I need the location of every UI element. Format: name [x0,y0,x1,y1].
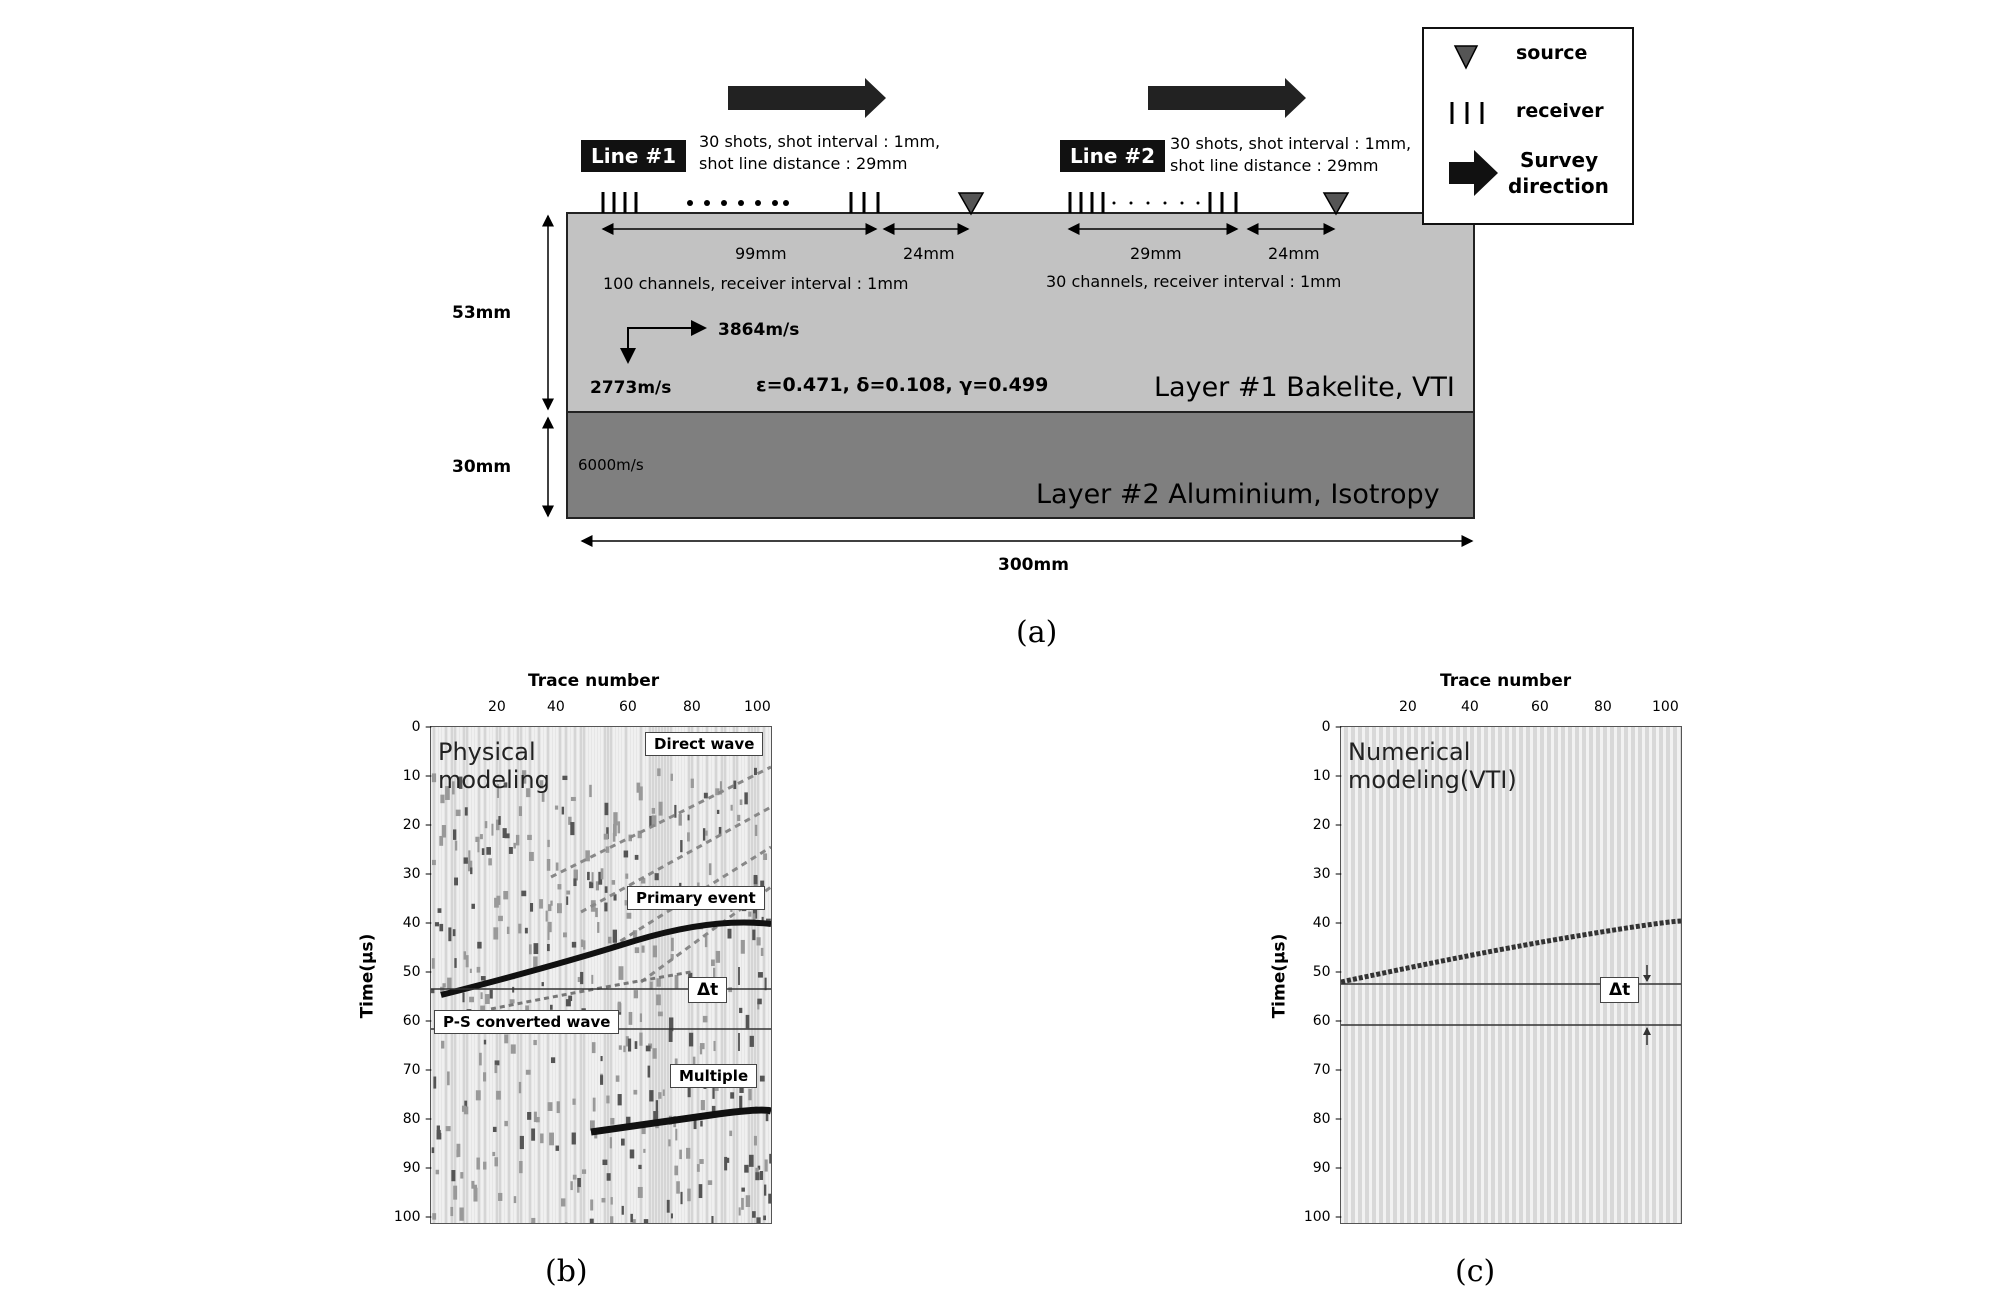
y-tick-label: 50 – [402,964,432,980]
line2-dots [1112,201,1200,205]
panel-c-ylabel: Time(μs) [1269,933,1290,1019]
line1-receivers [601,192,880,213]
layer2-name: Layer #2 Aluminium, Isotropy [1036,479,1440,510]
layer2-thickness: 30mm [452,457,512,477]
panel-b-xtick: 40 [547,699,565,715]
legend-survey-arrow-icon [1449,150,1498,196]
panel-c-title-2: modeling(VTI) [1348,766,1517,794]
line2-spread-label: 29mm [1130,244,1182,263]
legend-receiver-label: receiver [1516,100,1604,122]
caption-c: (c) [1455,1254,1496,1289]
panel-c-xtick: 40 [1461,699,1479,715]
line2-source-icon [1322,192,1350,216]
line1-shots-text-1: 30 shots, shot interval : 1mm, [699,132,941,151]
panel-c-seismogram [1340,726,1682,1224]
panel-b-xtick: 60 [619,699,637,715]
y-tick-label: 100 – [1303,1209,1342,1225]
line2-receivers [1068,192,1238,213]
y-tick-label: 10 – [402,768,432,784]
y-tick-label: 70 – [402,1062,432,1078]
panel-b-title-2: modeling [438,766,550,794]
width-label: 300mm [998,555,1069,575]
y-tick-label: 10 – [1312,768,1342,784]
layer1-vh: 3864m/s [718,320,800,340]
legend-source-icon [1453,45,1479,70]
annotation-delta-t-c: Δt [1600,977,1640,1003]
panel-b-ylabel: Time(μs) [357,933,378,1019]
y-tick-label: 40 – [1312,915,1342,931]
panel-c-xtick: 100 [1652,699,1679,715]
line2-shots-text-2: shot line distance : 29mm [1170,156,1379,175]
panel-b-xtick: 100 [744,699,771,715]
legend-source-label: source [1516,42,1588,64]
line1-offset-label: 24mm [903,244,955,263]
annotation-direct-wave: Direct wave [645,732,764,756]
y-tick-label: 80 – [1312,1111,1342,1127]
panel-b-xlabel: Trace number [528,671,660,691]
panel-b-title-1: Physical [438,738,536,766]
layer1-vv: 2773m/s [590,378,672,398]
line1-shots-text-2: shot line distance : 29mm [699,154,908,173]
panel-b-xtick: 80 [683,699,701,715]
y-tick-label: 60 – [1312,1013,1342,1029]
panel-c-xtick: 20 [1399,699,1417,715]
line1-dots [687,200,789,206]
panel-b-xtick: 20 [488,699,506,715]
y-tick-label: 40 – [402,915,432,931]
layer-1-block [566,212,1475,413]
legend-receiver-icon [1450,102,1484,124]
legend-survey-label-1: Survey [1520,148,1599,172]
velocity-arrows [627,320,707,360]
line2-title: Line #2 [1060,140,1166,172]
line1-spread-label: 99mm [735,244,787,263]
layer1-thickness: 53mm [452,303,512,323]
layer2-velocity: 6000m/s [578,456,644,474]
line1-source-icon [957,192,985,216]
annotation-delta-t-b: Δt [688,977,728,1003]
y-tick-label: 20 – [1312,817,1342,833]
y-tick-label: 90 – [1312,1160,1342,1176]
panel-c-xtick: 60 [1531,699,1549,715]
y-tick-label: 30 – [1312,866,1342,882]
y-tick-label: 20 – [402,817,432,833]
survey-arrow-line1 [728,78,886,118]
y-tick-label: 60 – [402,1013,432,1029]
annotation-multiple: Multiple [670,1064,758,1088]
layer1-name: Layer #1 Bakelite, VTI [1154,372,1455,403]
annotation-ps-converted: P-S converted wave [434,1010,620,1034]
y-tick-label: 100 – [393,1209,432,1225]
annotation-primary-event: Primary event [627,886,765,910]
panel-c-xtick: 80 [1594,699,1612,715]
layer-2-block [566,411,1475,519]
y-tick-label: 90 – [402,1160,432,1176]
survey-arrow-line2 [1148,78,1306,118]
layer1-params: ε=0.471, δ=0.108, γ=0.499 [756,374,1049,396]
line2-channels-text: 30 channels, receiver interval : 1mm [1046,272,1342,291]
y-tick-label: 50 – [1312,964,1342,980]
line1-channels-text: 100 channels, receiver interval : 1mm [603,274,909,293]
y-tick-label: 0 – [1321,719,1342,735]
caption-a: (a) [1016,615,1058,650]
legend-survey-label-2: direction [1508,174,1609,198]
y-tick-label: 0 – [411,719,432,735]
y-tick-label: 80 – [402,1111,432,1127]
y-tick-label: 30 – [402,866,432,882]
panel-b-seismogram [430,726,772,1224]
panel-c-xlabel: Trace number [1440,671,1572,691]
legend-box [1422,27,1634,225]
line1-title: Line #1 [581,140,687,172]
line2-offset-label: 24mm [1268,244,1320,263]
caption-b: (b) [545,1254,588,1289]
panel-c-title-1: Numerical [1348,738,1471,766]
line2-shots-text-1: 30 shots, shot interval : 1mm, [1170,134,1412,153]
y-tick-label: 70 – [1312,1062,1342,1078]
